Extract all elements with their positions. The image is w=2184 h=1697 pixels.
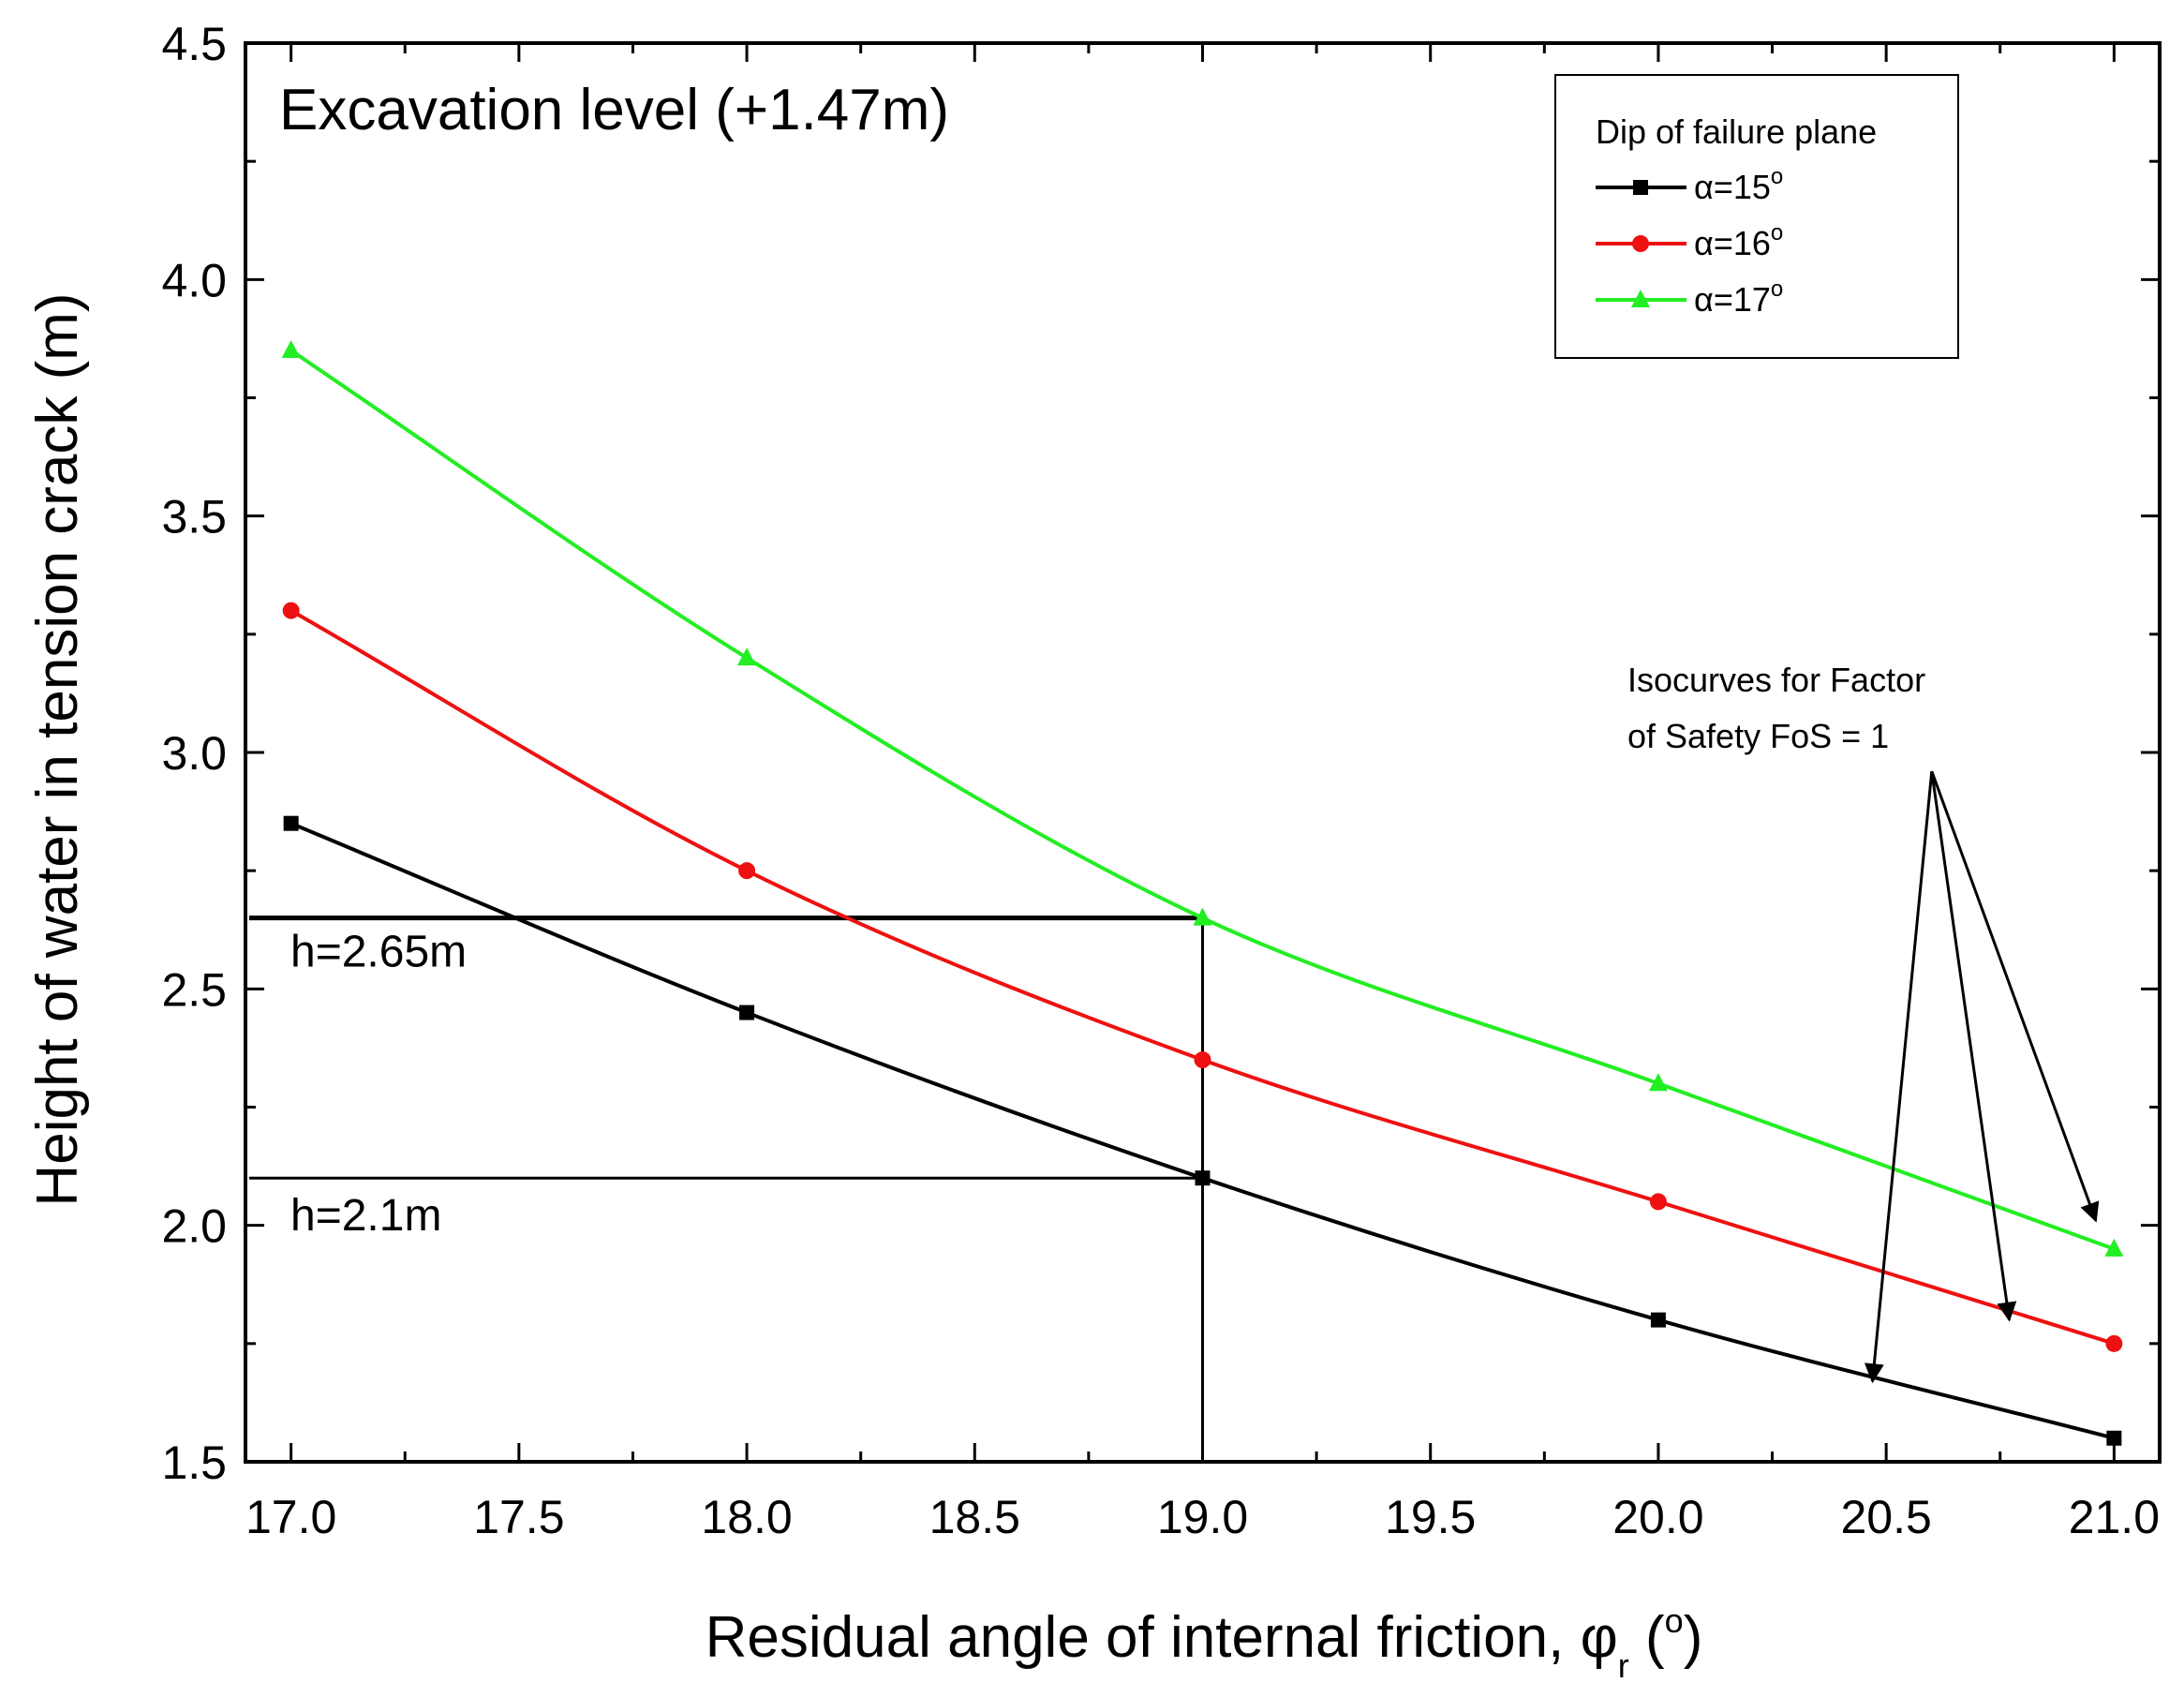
data-point xyxy=(1195,1170,1211,1186)
y-tick-label: 2.0 xyxy=(161,1200,227,1253)
annotation-arrow xyxy=(1864,771,1934,1384)
data-point xyxy=(2105,1334,2123,1352)
data-point xyxy=(1648,1073,1668,1092)
data-point xyxy=(1650,1312,1666,1328)
legend-label-sup: o xyxy=(1771,164,1783,189)
data-point xyxy=(283,815,299,831)
legend-label: α=16o xyxy=(1694,220,1783,262)
data-point xyxy=(2104,1238,2124,1257)
reference-label: h=2.65m xyxy=(290,928,467,977)
legend-marker xyxy=(1631,290,1650,307)
x-axis-title-sub: r xyxy=(1618,1646,1629,1685)
x-axis-title-paren-open: ( xyxy=(1629,1605,1665,1670)
legend-label-sup: o xyxy=(1771,220,1783,246)
annotation-text: of Safety FoS = 1 xyxy=(1627,717,1889,755)
y-tick-label: 1.5 xyxy=(161,1436,227,1489)
reference-label: h=2.1m xyxy=(290,1191,441,1241)
legend-label: α=17o xyxy=(1694,276,1783,319)
annotation-text: Isocurves for Factor xyxy=(1627,661,1925,699)
data-point xyxy=(737,648,757,666)
legend-label: α=15o xyxy=(1694,164,1783,206)
x-tick-label: 18.0 xyxy=(701,1491,792,1543)
legend-marker xyxy=(1633,180,1648,195)
isocurve-annotation: Isocurves for Factor of Safety FoS = 1 xyxy=(1627,661,2100,1384)
annotation-arrow xyxy=(1930,770,2017,1322)
data-point xyxy=(282,602,300,619)
x-tick-label: 20.5 xyxy=(1840,1491,1931,1543)
y-axis-title: Height of water in tension crack (m) xyxy=(25,292,90,1206)
legend-label-main: α=17 xyxy=(1694,280,1771,319)
data-point xyxy=(1649,1193,1667,1211)
x-tick-label: 17.5 xyxy=(473,1491,564,1543)
x-tick-label: 19.0 xyxy=(1157,1491,1248,1543)
data-point xyxy=(1193,907,1212,926)
x-tick-label: 18.5 xyxy=(929,1491,1020,1543)
y-tick-label: 4.0 xyxy=(161,254,227,306)
legend-title: Dip of failure plane xyxy=(1596,112,1877,151)
y-tick-label: 3.0 xyxy=(161,727,227,780)
chart-title: Excavation level (+1.47m) xyxy=(279,78,949,142)
x-tick-label: 21.0 xyxy=(2069,1491,2160,1543)
y-tick-label: 3.5 xyxy=(161,491,227,543)
x-tick-label: 20.0 xyxy=(1612,1491,1703,1543)
x-axis-title-main: Residual angle of internal friction, φ xyxy=(706,1605,1618,1670)
data-point xyxy=(1194,1051,1211,1069)
series-line xyxy=(290,349,2116,1251)
x-tick-label: 17.0 xyxy=(245,1491,336,1543)
data-point xyxy=(738,862,756,880)
data-point xyxy=(281,340,301,359)
legend-label-sup: o xyxy=(1771,276,1783,302)
series-markers xyxy=(281,340,2124,1446)
legend-box xyxy=(1554,74,1959,359)
data-point xyxy=(739,1005,755,1020)
x-tick-label: 19.5 xyxy=(1385,1491,1476,1543)
axis-ticks: 17.0 17.5 18.0 18.5 19.0 19.5 20.0 20.5 21.0 1.5 2… xyxy=(161,18,2160,1543)
x-axis-title: Residual angle of internal friction, φr … xyxy=(706,1601,1703,1685)
reference-lines: h=2.65m h=2.1m xyxy=(249,915,1204,1462)
x-axis-title-paren-close: ) xyxy=(1684,1605,1703,1670)
x-axis-title-sup: o xyxy=(1665,1601,1684,1640)
legend-marker xyxy=(1632,235,1649,252)
annotation-arrow xyxy=(1930,770,2100,1223)
data-point xyxy=(2106,1430,2122,1446)
y-tick-label: 2.5 xyxy=(161,963,227,1016)
legend-label-main: α=16 xyxy=(1694,224,1771,262)
y-tick-label: 4.5 xyxy=(161,18,227,70)
legend-label-main: α=15 xyxy=(1694,168,1771,206)
